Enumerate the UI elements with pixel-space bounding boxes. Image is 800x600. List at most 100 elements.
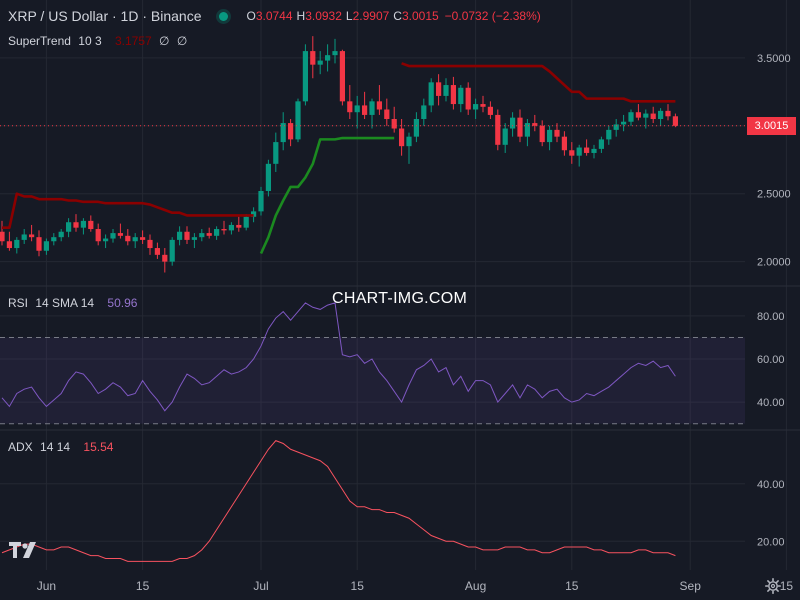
candle-body	[162, 254, 168, 262]
candle-body	[650, 113, 656, 120]
candle-body	[147, 239, 153, 249]
candle	[339, 49, 345, 106]
candle	[332, 38, 338, 64]
candle-body	[584, 147, 590, 153]
candle-body	[591, 148, 597, 153]
candle	[288, 119, 294, 147]
candle-body	[43, 241, 49, 251]
null-icon: ∅	[176, 34, 188, 48]
candle	[436, 74, 442, 106]
candle-body	[502, 128, 508, 145]
adx-name: ADX	[8, 440, 33, 454]
change-value: −0.0732 (−2.38%)	[444, 9, 541, 23]
candle	[206, 227, 212, 239]
candle-body	[399, 128, 405, 147]
candle-body	[628, 112, 634, 122]
candle	[317, 51, 323, 75]
y-tick-label: 20.00	[757, 536, 785, 548]
candle	[473, 98, 479, 120]
candle	[236, 216, 242, 232]
y-tick-label: 2.5000	[757, 189, 791, 201]
adx-value: 15.54	[83, 440, 114, 454]
candle-body	[110, 233, 116, 239]
candle	[613, 119, 619, 137]
candle	[325, 44, 331, 72]
candle	[80, 218, 86, 235]
tradingview-logo-icon	[9, 542, 36, 558]
candle-body	[214, 229, 220, 236]
candle-body	[517, 117, 523, 137]
candle	[591, 144, 597, 159]
candle	[21, 229, 27, 244]
candle-body	[539, 125, 545, 143]
candle	[606, 125, 612, 145]
candle-body	[465, 87, 471, 110]
candle-body	[51, 237, 57, 242]
candle-body	[665, 110, 671, 117]
candle	[502, 123, 508, 153]
candle	[184, 226, 190, 244]
candle	[110, 229, 116, 243]
candle-body	[191, 237, 197, 240]
y-tick-label: 40.00	[757, 479, 785, 491]
candle	[132, 233, 138, 249]
supertrend-segment	[259, 136, 395, 255]
candle	[384, 98, 390, 126]
rsi-path	[1, 302, 676, 412]
candle	[280, 112, 286, 151]
adx-line	[1, 440, 676, 562]
candle	[162, 248, 168, 273]
candle	[228, 222, 234, 235]
supertrend-segment	[2, 192, 254, 229]
candle	[399, 119, 405, 156]
candle-body	[21, 234, 27, 240]
candle-body	[621, 121, 627, 125]
candle	[117, 223, 123, 239]
rsi-params: 14 SMA 14	[35, 296, 95, 310]
candle	[621, 114, 627, 132]
low-label: L	[345, 9, 353, 23]
supertrend-params: 10 3	[78, 34, 102, 48]
candle-body	[332, 51, 338, 56]
candle	[43, 238, 49, 255]
x-tick-label: 15	[565, 579, 579, 593]
candle-body	[251, 211, 257, 217]
candle-body	[524, 123, 530, 137]
candle-body	[66, 222, 72, 232]
candle-body	[29, 234, 35, 238]
supertrend-value: 3.1757	[114, 34, 152, 48]
candle-body	[228, 224, 234, 231]
candle	[510, 112, 516, 137]
rsi-band-fill	[0, 337, 745, 424]
y-tick-label: 60.00	[757, 354, 785, 366]
candle	[29, 224, 35, 242]
candle	[295, 98, 301, 143]
candle	[665, 104, 671, 121]
candle	[376, 85, 382, 115]
symbol-title[interactable]: XRP / US Dollar · 1D · Binance	[8, 8, 202, 24]
gear-icon[interactable]	[765, 578, 781, 594]
close-value: 3.0015	[401, 9, 439, 23]
rsi-name: RSI	[8, 296, 29, 310]
candle-body	[384, 109, 390, 120]
adx-path	[1, 440, 676, 562]
candle	[354, 95, 360, 129]
rsi-legend[interactable]: RSI 14 SMA 14 50.96	[8, 296, 137, 310]
x-tick-label: 15	[136, 579, 150, 593]
candle-body	[58, 231, 64, 238]
candle-body	[561, 136, 567, 151]
open-label: O	[246, 9, 256, 23]
candle-body	[73, 222, 79, 228]
candle-body	[154, 248, 160, 255]
candle-body	[672, 116, 678, 126]
candle	[569, 142, 575, 164]
candle-body	[598, 139, 604, 149]
adx-legend[interactable]: ADX 14 14 15.54	[8, 440, 113, 454]
candle-body	[510, 117, 516, 129]
supertrend-legend[interactable]: SuperTrend 10 3 3.1757 ∅ ∅	[8, 34, 187, 48]
candle	[51, 233, 57, 246]
candle-body	[547, 129, 553, 143]
candle-body	[295, 101, 301, 140]
candle-body	[125, 235, 131, 242]
